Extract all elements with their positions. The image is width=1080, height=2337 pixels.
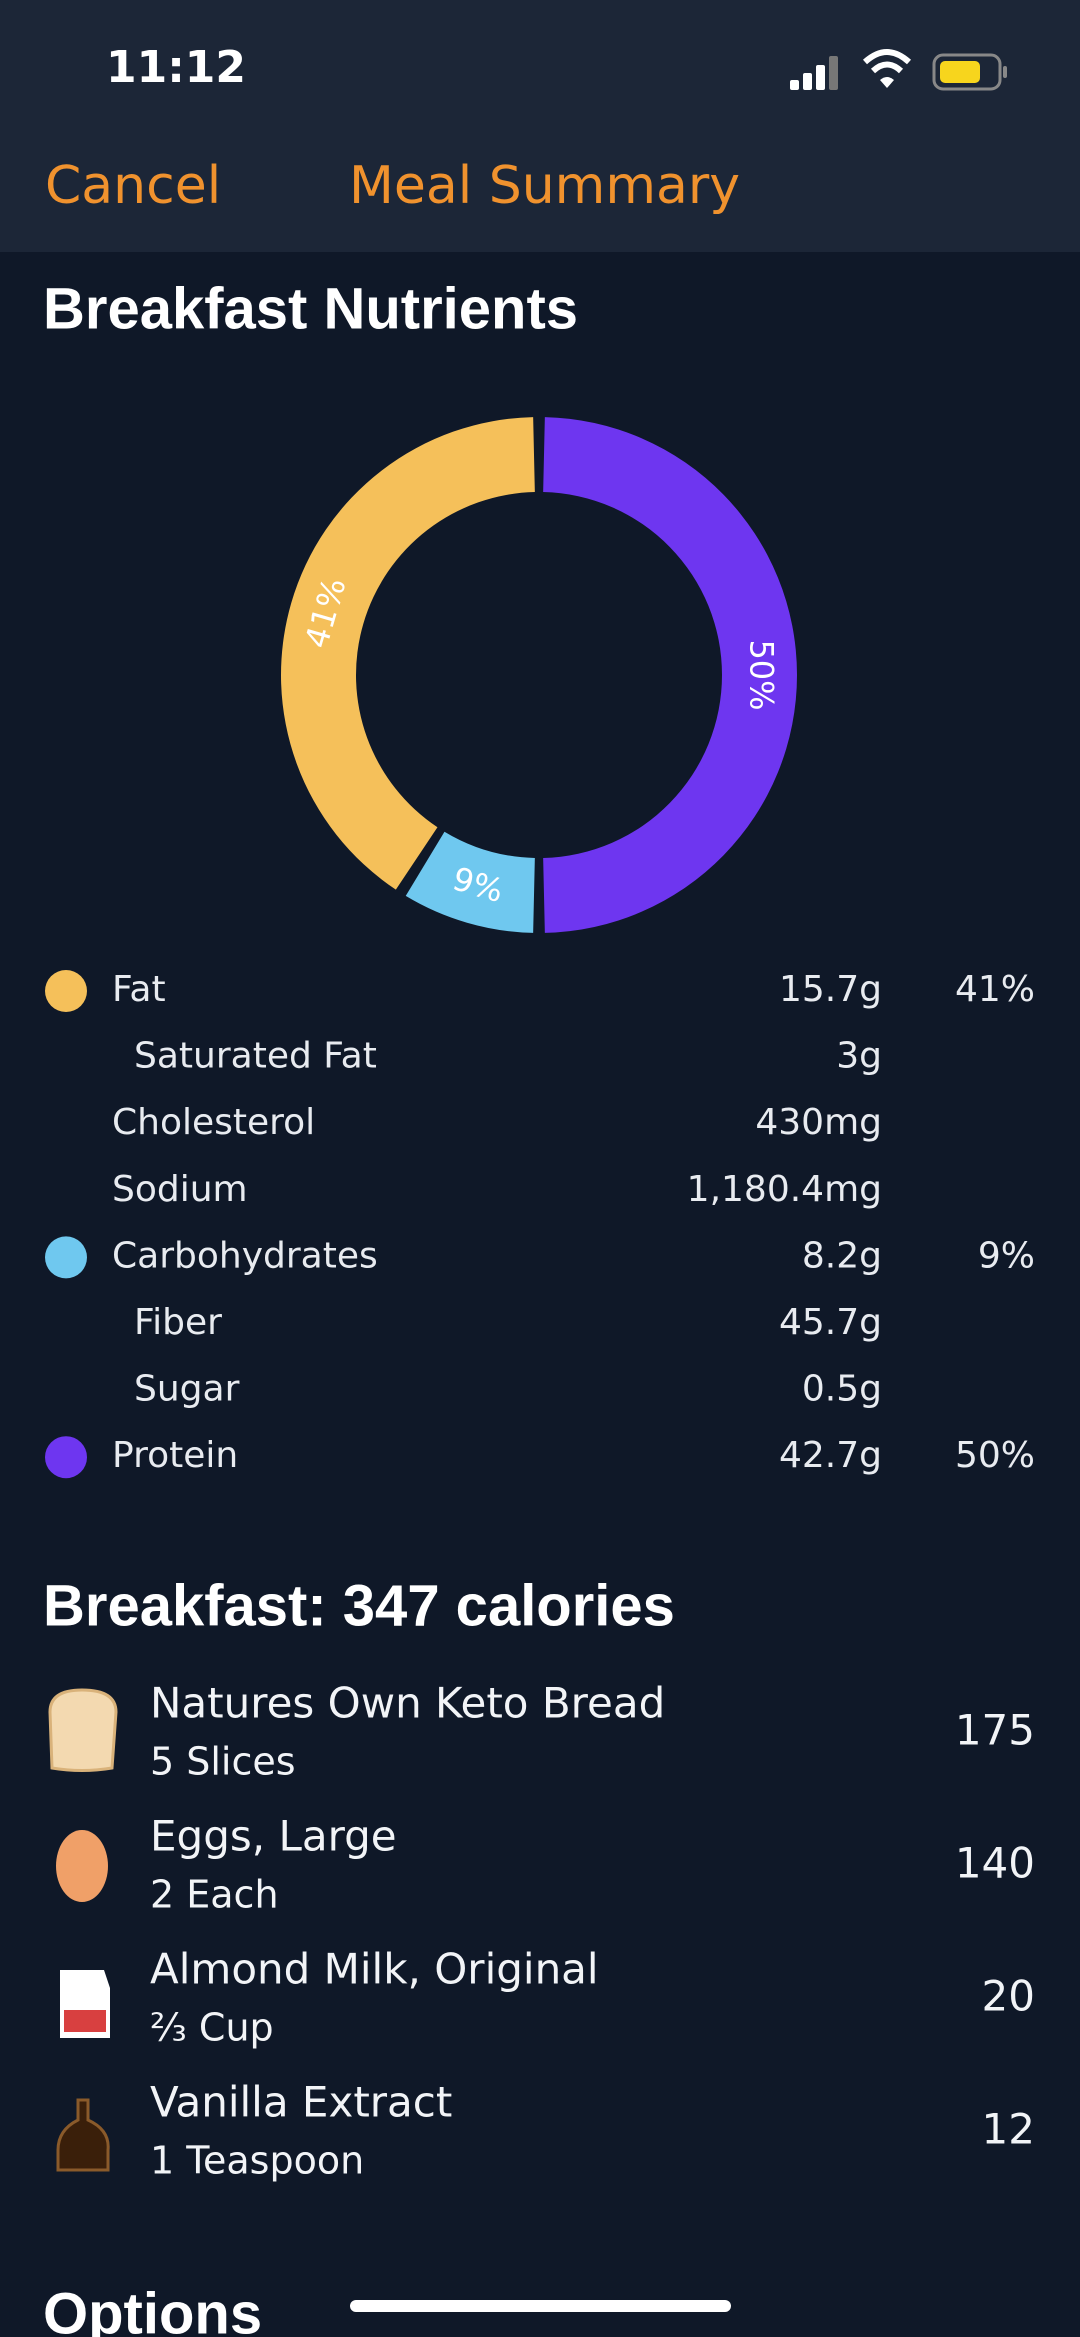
- donut-segment: [543, 417, 797, 933]
- nutrient-name: Sodium: [112, 1169, 248, 1210]
- food-quantity: 5 Slices: [150, 1740, 296, 1784]
- food-name: Almond Milk, Original: [150, 1945, 599, 1994]
- nutrient-percent: 9%: [978, 1235, 1035, 1276]
- nutrient-amount: 430mg: [755, 1102, 882, 1143]
- nutrient-percent: 50%: [955, 1435, 1035, 1476]
- status-icons: [790, 49, 1007, 91]
- options-title: Options: [43, 2281, 262, 2337]
- nutrient-amount: 42.7g: [779, 1435, 882, 1476]
- home-indicator: [350, 2300, 731, 2312]
- food-calories: 175: [955, 1706, 1035, 1755]
- nav-title: Meal Summary: [349, 156, 740, 216]
- food-quantity: ⅔ Cup: [150, 2006, 274, 2050]
- food-quantity: 1 Teaspoon: [150, 2139, 364, 2183]
- legend-dot: [45, 1236, 87, 1279]
- nutrient-name: Cholesterol: [112, 1102, 315, 1143]
- food-name: Eggs, Large: [150, 1812, 397, 1861]
- chart-title: Breakfast Nutrients: [43, 276, 578, 341]
- nutrient-name: Sugar: [134, 1369, 240, 1410]
- segment-label: 50%: [743, 639, 781, 710]
- nutrient-amount: 1,180.4mg: [687, 1169, 882, 1210]
- header-bar: [0, 0, 1080, 252]
- status-time: 11:12: [106, 42, 246, 93]
- legend-dot: [45, 1436, 87, 1479]
- legend-dot: [45, 970, 87, 1012]
- nutrient-percent: 41%: [955, 969, 1035, 1010]
- nutrient-amount: 15.7g: [779, 969, 882, 1010]
- nutrient-name: Fiber: [134, 1302, 222, 1343]
- meal-title: Breakfast: 347 calories: [43, 1573, 675, 1638]
- nutrient-amount: 8.2g: [802, 1235, 882, 1276]
- food-name: Natures Own Keto Bread: [150, 1679, 665, 1728]
- nutrient-name: Saturated Fat: [134, 1036, 377, 1077]
- nutrient-amount: 0.5g: [802, 1369, 882, 1410]
- food-icons: [48, 1688, 118, 2172]
- food-calories: 20: [982, 1972, 1035, 2021]
- food-calories: 140: [955, 1839, 1035, 1888]
- food-name: Vanilla Extract: [150, 2078, 452, 2127]
- food-quantity: 2 Each: [150, 1873, 279, 1917]
- nutrient-name: Fat: [112, 969, 166, 1010]
- cancel-button[interactable]: Cancel: [45, 156, 221, 216]
- nutrient-amount: 45.7g: [779, 1302, 882, 1343]
- nutrient-amount: 3g: [836, 1036, 882, 1077]
- donut-segment: [281, 417, 535, 890]
- donut-segment: [405, 831, 535, 933]
- nutrient-name: Carbohydrates: [112, 1235, 378, 1276]
- nutrient-name: Protein: [112, 1435, 238, 1476]
- food-calories: 12: [982, 2105, 1035, 2154]
